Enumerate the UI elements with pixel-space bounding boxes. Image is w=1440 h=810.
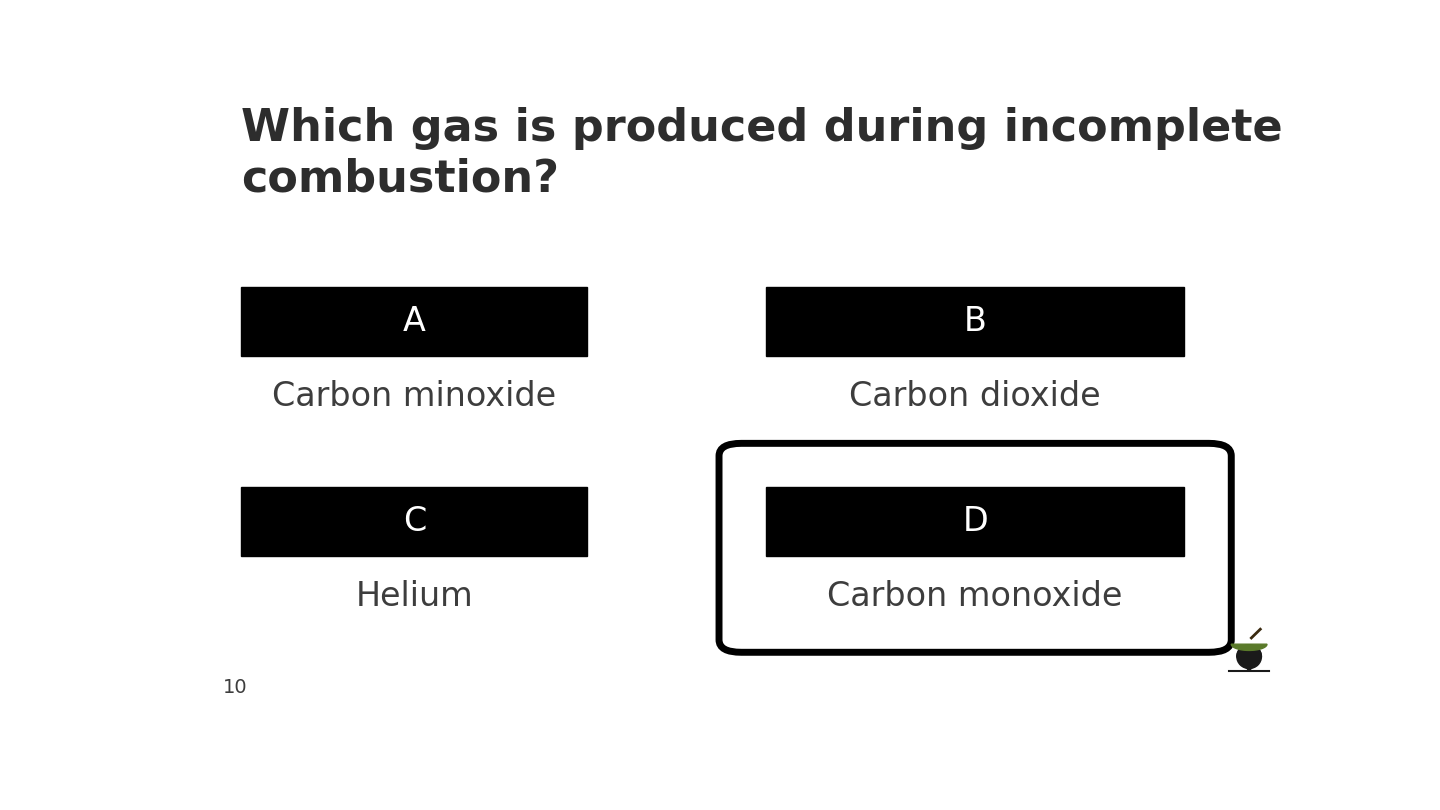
Text: Carbon dioxide: Carbon dioxide	[850, 380, 1102, 413]
Polygon shape	[1237, 645, 1261, 671]
Bar	[766, 487, 1185, 556]
Text: D: D	[962, 505, 988, 538]
Text: C: C	[403, 505, 426, 538]
Bar	[242, 288, 588, 356]
Text: 10: 10	[222, 678, 248, 697]
Polygon shape	[1231, 644, 1267, 650]
FancyBboxPatch shape	[719, 443, 1231, 652]
Text: Carbon monoxide: Carbon monoxide	[828, 580, 1123, 612]
Text: Which gas is produced during incomplete: Which gas is produced during incomplete	[242, 107, 1283, 150]
Text: Carbon minoxide: Carbon minoxide	[272, 380, 556, 413]
Text: B: B	[963, 305, 986, 339]
Text: combustion?: combustion?	[242, 157, 559, 200]
Text: Helium: Helium	[356, 580, 474, 612]
Text: A: A	[403, 305, 426, 339]
Bar	[766, 288, 1185, 356]
Bar	[242, 487, 588, 556]
Ellipse shape	[1237, 645, 1261, 668]
